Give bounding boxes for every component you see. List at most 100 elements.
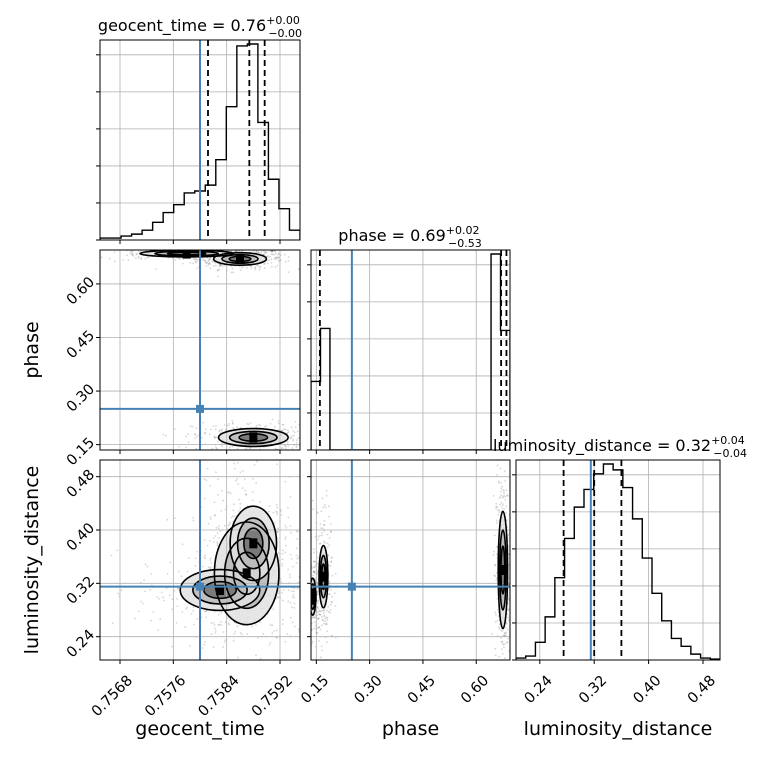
sample-point: [208, 258, 210, 261]
sample-point: [503, 690, 505, 692]
hist-bar-geocent_time-12: [226, 107, 237, 240]
sample-point: [313, 566, 316, 569]
sample-point: [317, 607, 319, 610]
sample-point: [506, 494, 509, 497]
sample-point: [240, 266, 243, 269]
sample-point: [215, 447, 218, 450]
hist-bar-geocent_time-7: [174, 205, 185, 240]
sample-point: [241, 487, 244, 489]
sample-point: [201, 437, 203, 439]
sample-point: [238, 246, 240, 248]
sample-point: [152, 247, 154, 249]
sample-point: [269, 250, 272, 252]
sample-point: [162, 596, 164, 599]
sample-point: [222, 661, 224, 663]
sample-point: [284, 253, 286, 256]
sample-point: [181, 543, 184, 546]
sample-point: [321, 532, 323, 534]
sample-point: [217, 613, 220, 616]
sample-point: [158, 597, 161, 600]
sample-point: [501, 507, 504, 510]
sample-point: [209, 267, 212, 270]
sample-point: [230, 516, 233, 519]
sample-point: [324, 620, 326, 622]
sample-point: [506, 628, 509, 631]
sample-point: [201, 647, 204, 649]
sample-point: [239, 471, 242, 474]
sample-point: [276, 531, 278, 534]
sample-point: [231, 445, 234, 448]
sample-point: [502, 503, 505, 506]
sample-point: [300, 423, 302, 425]
sample-point: [316, 511, 319, 513]
sample-point: [316, 593, 319, 596]
contour-luminosity_distance_vs_geocent_time-2-0: [229, 505, 278, 582]
title-plus-geocent_time: +0.00: [266, 14, 300, 27]
sample-point: [314, 572, 316, 575]
sample-point: [323, 615, 325, 618]
sample-point: [501, 640, 504, 643]
sample-point: [312, 508, 315, 510]
sample-point: [195, 435, 198, 438]
panel-frame-0-0: [99, 39, 301, 241]
sample-point: [206, 467, 209, 470]
sample-point: [273, 630, 275, 632]
sample-point: [66, 257, 68, 259]
sample-point: [324, 506, 327, 509]
sample-point: [334, 636, 337, 639]
sample-point: [328, 587, 331, 590]
sample-point: [274, 266, 277, 269]
sample-point: [321, 609, 324, 612]
sample-point: [293, 602, 296, 605]
sample-point: [203, 610, 206, 613]
sample-point: [277, 256, 280, 259]
sample-point: [303, 579, 305, 581]
sample-point: [275, 677, 277, 679]
sample-point: [288, 451, 290, 453]
sample-point: [496, 546, 498, 548]
sample-point: [221, 489, 224, 492]
sample-point: [505, 622, 508, 625]
sample-point: [131, 254, 134, 256]
sample-point: [272, 511, 275, 514]
sample-point: [499, 467, 502, 470]
contour-phase_vs_geocent_time-0-0: [212, 251, 268, 267]
sample-point: [276, 258, 278, 261]
sample-point: [269, 422, 272, 425]
sample-point: [496, 571, 498, 574]
sample-point: [192, 517, 194, 519]
sample-point: [321, 618, 324, 621]
sample-point: [136, 252, 138, 255]
sample-point: [217, 478, 219, 480]
sample-point: [239, 269, 242, 272]
sample-point: [137, 250, 140, 253]
sample-point: [323, 540, 325, 543]
sample-point: [257, 246, 259, 248]
xaxis-label-geocent_time: geocent_time: [135, 718, 264, 740]
sample-point: [331, 427, 333, 429]
sample-point: [259, 252, 262, 255]
sample-point: [313, 551, 315, 554]
sample-point: [223, 525, 226, 527]
sample-point: [216, 532, 219, 535]
sample-point: [226, 491, 229, 494]
sample-point: [316, 602, 319, 604]
sample-point: [304, 537, 306, 539]
sample-point: [243, 478, 246, 481]
sample-point: [268, 457, 270, 459]
sample-point: [308, 597, 310, 599]
sample-point: [194, 433, 196, 436]
sample-point: [284, 260, 287, 263]
sample-point: [329, 611, 331, 614]
sample-point: [251, 666, 253, 668]
sample-point: [331, 601, 334, 604]
sample-point: [195, 247, 197, 249]
sample-point: [264, 251, 267, 254]
density-peak-luminosity_distance_vs_geocent_time-1: [216, 585, 224, 595]
sample-point: [284, 447, 287, 450]
sample-point: [232, 427, 235, 429]
sample-point: [224, 621, 227, 623]
sample-point: [269, 641, 272, 644]
sample-point: [209, 247, 211, 249]
